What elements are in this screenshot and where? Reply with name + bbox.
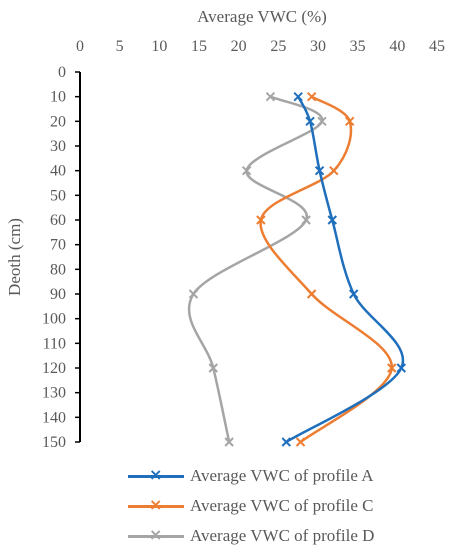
legend-item-profile-d: × Average VWC of profile D xyxy=(128,521,458,551)
data-point-profile-c xyxy=(345,116,355,127)
legend-item-profile-c: × Average VWC of profile C xyxy=(128,491,458,521)
y-axis-title: Deoth (cm) xyxy=(5,218,24,296)
series-line-profile-c xyxy=(259,95,394,443)
data-point-profile-c xyxy=(295,437,306,447)
legend-label-profile-a: Average VWC of profile A xyxy=(190,466,374,485)
legend-label-profile-d: Average VWC of profile D xyxy=(190,526,375,545)
data-point-profile-d xyxy=(317,116,327,127)
legend-swatch-profile-d: × xyxy=(128,526,184,544)
y-tick-label: 60 xyxy=(50,212,66,229)
data-point-profile-a xyxy=(348,289,359,299)
y-tick-label: 0 xyxy=(58,64,66,81)
x-tick-label: 0 xyxy=(76,38,84,55)
y-tick-label: 80 xyxy=(50,261,66,278)
data-point-profile-d xyxy=(265,91,276,102)
x-tick-label: 20 xyxy=(231,38,247,55)
y-tick-label: 110 xyxy=(43,335,66,352)
legend-swatch-profile-a: × xyxy=(128,466,184,484)
x-tick-label: 10 xyxy=(151,38,167,55)
y-tick-label: 100 xyxy=(42,311,66,328)
y-tick-label: 30 xyxy=(50,138,66,155)
data-point-profile-d xyxy=(301,215,311,225)
data-point-profile-c xyxy=(256,215,266,225)
data-point-profile-d xyxy=(241,165,252,176)
data-point-profile-a xyxy=(293,91,303,102)
legend-label-profile-c: Average VWC of profile C xyxy=(190,496,374,515)
data-point-profile-c xyxy=(306,91,317,102)
y-tick-label: 140 xyxy=(42,409,66,426)
data-point-profile-a xyxy=(327,215,337,225)
y-tick-label: 40 xyxy=(50,163,66,180)
axes xyxy=(75,71,81,443)
x-tick-labels: 0 5 10 15 20 25 30 35 40 45 xyxy=(76,38,445,55)
data-point-profile-c xyxy=(329,165,339,176)
y-tick-label: 50 xyxy=(50,187,66,204)
data-point-profile-d xyxy=(188,289,199,299)
x-tick-label: 5 xyxy=(116,38,124,55)
data-point-profile-d xyxy=(208,363,218,373)
series-line-profile-a xyxy=(285,96,405,444)
x-tick-label: 30 xyxy=(310,38,326,55)
x-tick-label: 25 xyxy=(270,38,286,55)
data-point-profile-a xyxy=(305,116,315,127)
y-tick-label: 150 xyxy=(42,434,66,451)
data-point-profile-a xyxy=(281,437,291,447)
y-tick-label: 10 xyxy=(50,89,66,106)
data-point-profile-a xyxy=(396,363,407,373)
y-tick-label: 130 xyxy=(42,385,66,402)
data-point-profile-c xyxy=(306,289,317,299)
series-group xyxy=(187,91,407,447)
series-line-profile-d xyxy=(187,95,324,443)
x-tick-label: 15 xyxy=(191,38,207,55)
data-point-profile-d xyxy=(224,437,234,447)
legend-item-profile-a: × Average VWC of profile A xyxy=(128,461,458,491)
x-axis-title: Average VWC (%) xyxy=(197,7,327,26)
x-tick-label: 40 xyxy=(389,38,405,55)
y-tick-label: 70 xyxy=(50,237,66,254)
data-point-profile-c xyxy=(387,363,397,373)
data-point-profile-a xyxy=(314,165,325,176)
y-tick-label: 120 xyxy=(42,360,66,377)
legend: × Average VWC of profile A × Average VWC… xyxy=(128,461,458,551)
x-tick-label: 45 xyxy=(429,38,445,55)
legend-swatch-profile-c: × xyxy=(128,496,184,514)
y-tick-label: 20 xyxy=(50,113,66,130)
x-tick-label: 35 xyxy=(350,38,366,55)
y-tick-labels: 0 10 20 30 40 50 60 70 80 90 100 110 120 130 140 150 xyxy=(42,64,66,451)
y-tick-label: 90 xyxy=(50,286,66,303)
